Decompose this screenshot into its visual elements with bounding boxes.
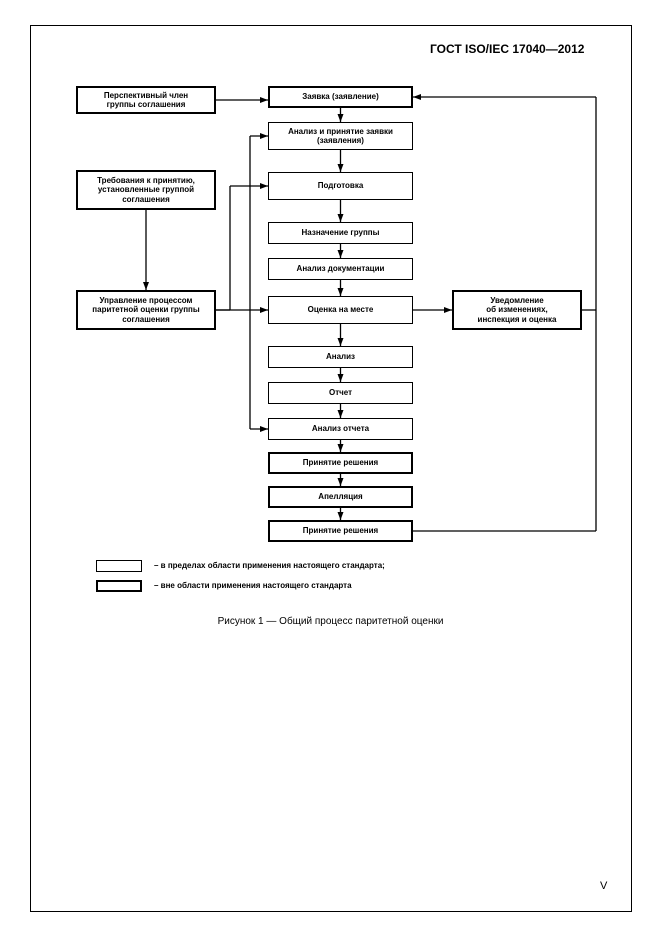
flow-node-c4: Назначение группы bbox=[268, 222, 413, 244]
flow-node-c7: Анализ bbox=[268, 346, 413, 368]
flow-node-c11: Апелляция bbox=[268, 486, 413, 508]
flow-node-l1: Перспективный членгруппы соглашения bbox=[76, 86, 216, 114]
legend-swatch-0 bbox=[96, 560, 142, 572]
flow-node-r1: Уведомлениеоб изменениях,инспекция и оце… bbox=[452, 290, 582, 330]
flow-node-c2: Анализ и принятие заявки(заявления) bbox=[268, 122, 413, 150]
flow-node-c9: Анализ отчета bbox=[268, 418, 413, 440]
flow-node-c1: Заявка (заявление) bbox=[268, 86, 413, 108]
flow-node-c12: Принятие решения bbox=[268, 520, 413, 542]
flow-node-c6: Оценка на месте bbox=[268, 296, 413, 324]
legend-swatch-1 bbox=[96, 580, 142, 592]
flow-node-c5: Анализ документации bbox=[268, 258, 413, 280]
legend-text-1: – вне области применения настоящего стан… bbox=[154, 581, 352, 590]
legend-text-0: – в пределах области применения настояще… bbox=[154, 561, 385, 570]
flow-node-c10: Принятие решения bbox=[268, 452, 413, 474]
flow-node-c8: Отчет bbox=[268, 382, 413, 404]
flow-node-l2: Требования к принятию,установленные груп… bbox=[76, 170, 216, 210]
flow-node-l3: Управление процессомпаритетной оценки гр… bbox=[76, 290, 216, 330]
flow-node-c3: Подготовка bbox=[268, 172, 413, 200]
